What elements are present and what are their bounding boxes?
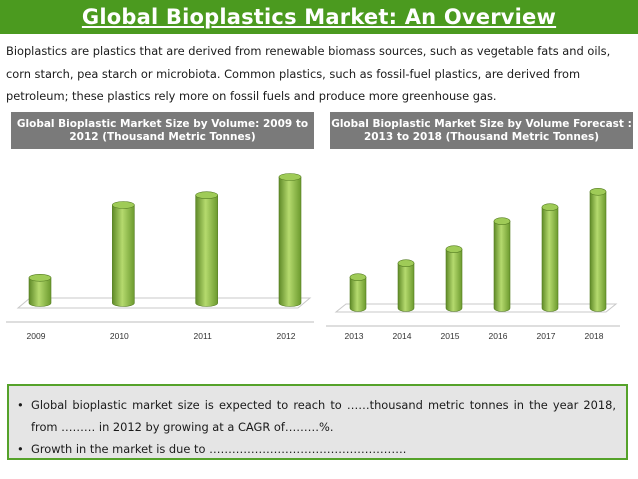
bar-2016	[493, 217, 511, 312]
chart2-title: Global Bioplastic Market Size by Volume …	[330, 112, 633, 149]
bar-2015	[445, 245, 463, 312]
title-banner: Global Bioplastics Market: An Overview	[0, 0, 638, 34]
bar-2013	[349, 273, 367, 312]
tick-label-2018: 2018	[585, 331, 604, 341]
bar-2009	[28, 274, 52, 307]
bar-2014	[397, 259, 415, 312]
tick-label-2013: 2013	[345, 331, 364, 341]
intro-paragraph: Bioplastics are plastics that are derive…	[6, 44, 611, 103]
tick-label-2015: 2015	[441, 331, 460, 341]
bar-2010	[112, 201, 135, 307]
chart1-plot: 2009 2010 2011 2012	[6, 173, 314, 341]
page-title: Global Bioplastics Market: An Overview	[81, 5, 557, 29]
tick-label-2017: 2017	[537, 331, 556, 341]
chart2-plot: 2013 2014 2015 2016 2017 2018	[326, 187, 620, 341]
bar-2011	[195, 191, 218, 307]
tick-label-2010: 2010	[110, 331, 129, 341]
tick-label-2012: 2012	[277, 331, 296, 341]
tick-label-2014: 2014	[393, 331, 412, 341]
bar-2017	[541, 203, 559, 312]
bullet-growth: Growth in the market is due to …………………………	[17, 438, 616, 460]
bullet-market-size: Global bioplastic market size is expecte…	[17, 394, 616, 438]
tick-label-2016: 2016	[489, 331, 508, 341]
bar-2012	[278, 173, 302, 307]
tick-label-2011: 2011	[194, 331, 213, 341]
summary-panel: Global bioplastic market size is expecte…	[7, 384, 628, 460]
tick-label-2009: 2009	[27, 331, 46, 341]
chart1-title: Global Bioplastic Market Size by Volume:…	[11, 112, 314, 149]
bar-2018	[589, 187, 607, 312]
